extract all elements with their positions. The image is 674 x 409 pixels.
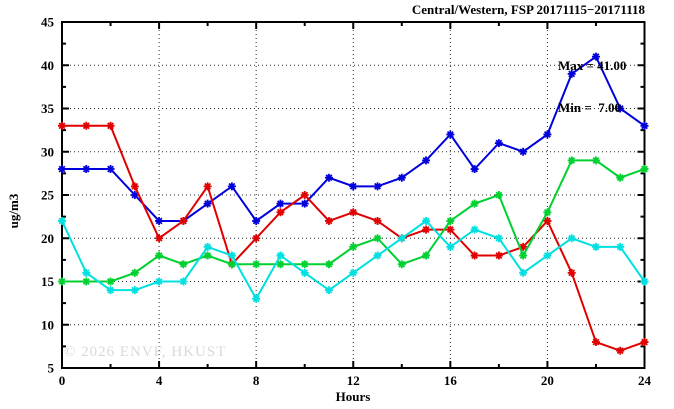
y-tick-label: 10	[41, 317, 54, 332]
x-tick-label: 8	[253, 373, 260, 388]
y-tick-label: 35	[41, 101, 55, 116]
y-tick-label: 25	[41, 188, 55, 203]
x-tick-label: 24	[638, 373, 652, 388]
y-tick-label: 45	[41, 15, 55, 30]
x-tick-label: 20	[541, 373, 554, 388]
chart-title: Central/Western, FSP 20171115−20171118	[411, 2, 645, 17]
green-series-markers	[58, 156, 649, 286]
max-annotation: Max = 41.00	[558, 58, 627, 73]
x-tick-label: 16	[444, 373, 458, 388]
x-tick-label: 12	[347, 373, 360, 388]
cyan-series-markers	[58, 216, 649, 303]
stats-annotation: Max = 41.00 Min = 7.00	[558, 31, 626, 143]
y-tick-label: 30	[41, 144, 54, 159]
y-tick-label: 5	[48, 361, 55, 376]
y-tick-label: 15	[41, 274, 55, 289]
red-series-markers	[58, 121, 649, 355]
y-tick-label: 20	[41, 231, 54, 246]
x-tick-label: 4	[156, 373, 163, 388]
min-annotation: Min = 7.00	[558, 100, 622, 115]
x-axis-label: Hours	[335, 389, 371, 404]
cyan-series-line	[61, 219, 646, 301]
plot-border	[61, 21, 646, 369]
y-axis-label: ug/m3	[6, 193, 21, 229]
x-tick-label: 0	[59, 373, 66, 388]
y-tick-label: 40	[41, 58, 54, 73]
watermark: © 2026 ENVF, HKUST	[64, 344, 227, 360]
